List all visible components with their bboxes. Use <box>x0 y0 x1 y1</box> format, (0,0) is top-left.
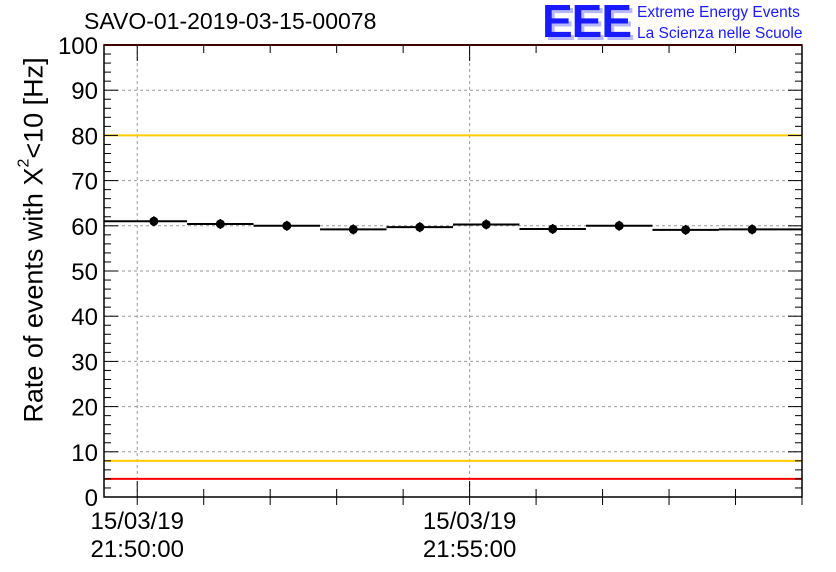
y-tick-label: 40 <box>71 304 98 331</box>
x-tick-label-time: 21:50:00 <box>91 536 184 563</box>
data-point <box>481 219 491 229</box>
data-point <box>149 216 159 226</box>
x-tick-label-time: 21:55:00 <box>423 536 516 563</box>
eee-logo: EEE Extreme Energy Events La Scienza nel… <box>542 0 832 47</box>
y-tick-label: 20 <box>71 395 98 422</box>
data-point <box>282 221 292 231</box>
data-point <box>747 224 757 234</box>
y-tick-label: 10 <box>71 440 98 467</box>
chart-title: SAVO-01-2019-03-15-00078 <box>84 8 377 34</box>
data-point <box>348 224 358 234</box>
y-axis-label: Rate of events with X2<10 [Hz] <box>15 57 49 423</box>
y-tick-label: 70 <box>71 169 98 196</box>
x-tick-label-date: 15/03/19 <box>423 508 516 535</box>
logo-line-1: Extreme Energy Events <box>637 4 800 21</box>
data-point <box>215 219 225 229</box>
data-point <box>548 224 558 234</box>
y-tick-label: 80 <box>71 123 98 150</box>
data-point <box>614 221 624 231</box>
data-point <box>415 222 425 232</box>
y-tick-label: 0 <box>85 485 98 512</box>
y-tick-label: 50 <box>71 259 98 286</box>
data-point <box>681 225 691 235</box>
y-tick-label: 100 <box>58 33 98 60</box>
x-tick-label-date: 15/03/19 <box>91 508 184 535</box>
y-tick-label: 60 <box>71 214 98 241</box>
y-tick-label: 30 <box>71 349 98 376</box>
y-tick-label: 90 <box>71 78 98 105</box>
eee-logo-mark: EEE <box>542 0 632 47</box>
logo-line-2: La Scienza nelle Scuole <box>637 25 803 42</box>
